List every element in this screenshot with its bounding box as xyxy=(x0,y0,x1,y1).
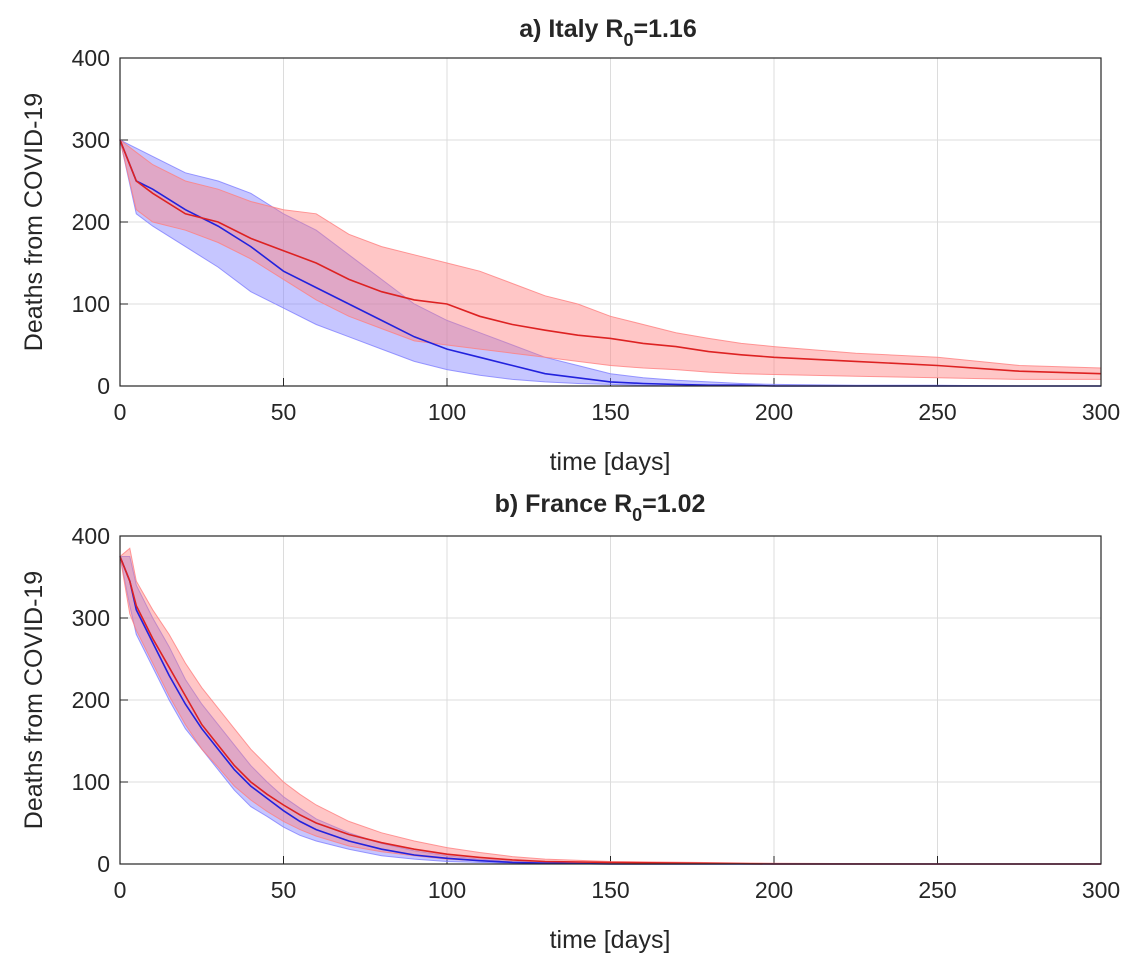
panel-b-xtick-label: 150 xyxy=(591,877,629,903)
panel-b-ytick-label: 200 xyxy=(72,687,110,713)
panel-a-xlabel: time [days] xyxy=(550,448,671,476)
panel-b-ytick-label: 400 xyxy=(72,523,110,549)
panel-a-xtick-label: 250 xyxy=(918,399,956,425)
panel-a-xtick-label: 50 xyxy=(271,399,297,425)
panel-a-ylabel: Deaths from COVID-19 xyxy=(20,93,48,351)
panel-b-xtick-label: 0 xyxy=(114,877,127,903)
panel-a-mean-line-red xyxy=(119,139,1102,375)
panel-a-ytick-label: 300 xyxy=(72,127,110,153)
panel-a-xtick-label: 100 xyxy=(428,399,466,425)
panel-b-xtick-label: 300 xyxy=(1082,877,1120,903)
panel-a-band-blue xyxy=(119,139,1101,387)
panel-a-xtick-label: 150 xyxy=(591,399,629,425)
panel-b-xtick-label: 50 xyxy=(271,877,297,903)
panel-a-ytick-labels: 0 100 200 300 400 xyxy=(72,45,110,399)
panel-b-ytick-labels: 0 100 200 300 400 xyxy=(72,523,110,877)
panel-a-ytick-label: 0 xyxy=(97,373,110,399)
panel-b-mean-line-red xyxy=(119,556,1101,865)
panel-b-ytick-label: 0 xyxy=(97,851,110,877)
panel-a-ytick-label: 400 xyxy=(72,45,110,71)
panel-b-xtick-labels: 0 50 100 150 200 250 300 xyxy=(114,877,1121,903)
panel-a-ytick-label: 200 xyxy=(72,209,110,235)
panel-b-band-blue xyxy=(119,556,1101,865)
panel-a-axes-box xyxy=(119,57,1102,387)
panel-b-ytick-label: 300 xyxy=(72,605,110,631)
panel-b-xtick-label: 200 xyxy=(755,877,793,903)
panel-a-xtick-labels: 0 50 100 150 200 250 300 xyxy=(114,399,1121,425)
panel-b-france: b) France R0=1.02 0 50 100 150 200 250 300 0 10… xyxy=(20,490,1120,954)
panel-b-ylabel: Deaths from COVID-19 xyxy=(20,571,48,829)
panel-b-band-red xyxy=(119,547,1101,865)
panel-a-xtick-label: 200 xyxy=(755,399,793,425)
panel-a-xtick-label: 300 xyxy=(1082,399,1120,425)
panel-a-title: a) Italy R0=1.16 xyxy=(519,15,696,50)
panel-a-italy: a) Italy R0=1.16 0 50 100 150 200 250 300 0 100… xyxy=(20,15,1120,476)
panel-a-ytick-label: 100 xyxy=(72,291,110,317)
panel-b-axes-box xyxy=(119,535,1102,865)
panel-b-xlabel: time [days] xyxy=(550,926,671,954)
panel-b-ytick-label: 100 xyxy=(72,769,110,795)
panel-a-xtick-label: 0 xyxy=(114,399,127,425)
panel-b-xtick-label: 250 xyxy=(918,877,956,903)
panel-b-xtick-label: 100 xyxy=(428,877,466,903)
panel-b-bands xyxy=(119,547,1101,865)
panel-b-title: b) France R0=1.02 xyxy=(495,490,706,525)
